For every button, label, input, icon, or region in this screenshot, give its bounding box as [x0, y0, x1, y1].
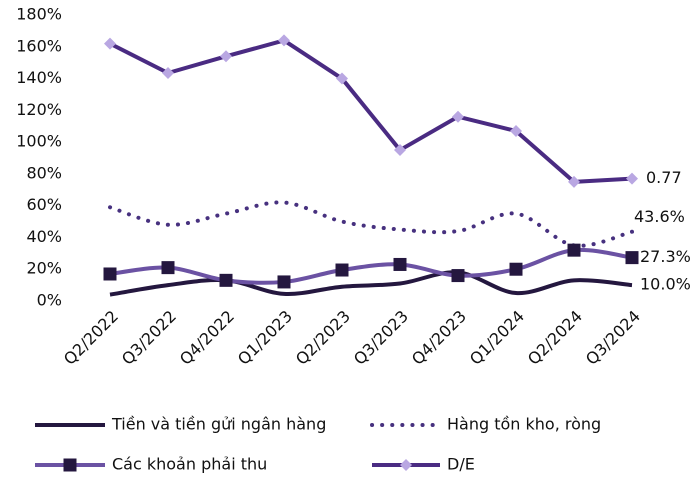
y-tick-label: 20% — [26, 259, 62, 278]
series-line — [109, 270, 633, 297]
value-label: 10.0% — [640, 275, 691, 294]
marker — [162, 66, 174, 79]
x-tick-label: Q3/2022 — [118, 307, 180, 369]
x-tick-label: Q1/2023 — [234, 307, 296, 369]
legend-label: Các khoản phải thu — [112, 455, 267, 474]
marker — [336, 72, 348, 85]
y-tick-label: 0% — [37, 291, 62, 310]
legend-item: Tiền và tiền gửi ngân hàng — [35, 415, 326, 434]
legend-item: D/E — [372, 455, 475, 474]
marker — [220, 50, 232, 63]
marker — [510, 124, 522, 137]
series-line — [109, 38, 633, 184]
value-label: 0.77 — [646, 168, 682, 187]
legend-item: Các khoản phải thu — [35, 455, 267, 474]
marker — [452, 110, 464, 123]
marker — [104, 37, 116, 50]
marker — [278, 34, 290, 47]
x-tick-label: Q3/2023 — [350, 307, 412, 369]
series-line — [109, 247, 633, 285]
y-tick-label: 160% — [16, 36, 62, 55]
y-tick-label: 60% — [26, 195, 62, 214]
marker — [626, 172, 638, 185]
marker — [335, 263, 349, 277]
y-tick-label: 180% — [16, 5, 62, 24]
value-label: 43.6% — [634, 207, 685, 226]
marker — [625, 251, 639, 265]
value-label: 27.3% — [640, 247, 691, 266]
legend-label: D/E — [447, 455, 475, 474]
marker — [219, 273, 233, 287]
marker — [568, 175, 580, 188]
x-tick-label: Q2/2022 — [60, 307, 122, 369]
x-tick-label: Q4/2022 — [176, 307, 238, 369]
marker — [394, 144, 406, 157]
marker — [567, 243, 581, 257]
legend-marker — [63, 458, 77, 472]
marker — [393, 257, 407, 271]
x-tick-label: Q1/2024 — [466, 307, 528, 369]
x-tick-label: Q2/2023 — [292, 307, 354, 369]
x-tick-label: Q4/2023 — [408, 307, 470, 369]
marker — [451, 269, 465, 283]
marker — [509, 262, 523, 276]
marker — [161, 261, 175, 275]
legend-label: Tiền và tiền gửi ngân hàng — [111, 415, 326, 434]
y-tick-label: 80% — [26, 163, 62, 182]
x-tick-label: Q2/2024 — [524, 307, 586, 369]
y-tick-label: 40% — [26, 227, 62, 246]
marker — [277, 275, 291, 289]
y-tick-label: 120% — [16, 100, 62, 119]
x-tick-label: Q3/2024 — [582, 307, 644, 369]
y-tick-label: 140% — [16, 68, 62, 87]
marker — [103, 267, 117, 281]
legend-marker — [400, 459, 412, 471]
legend-label: Hàng tồn kho, ròng — [447, 415, 601, 434]
series-line — [108, 200, 634, 248]
legend-item: Hàng tồn kho, ròng — [370, 415, 601, 434]
y-tick-label: 100% — [16, 132, 62, 151]
